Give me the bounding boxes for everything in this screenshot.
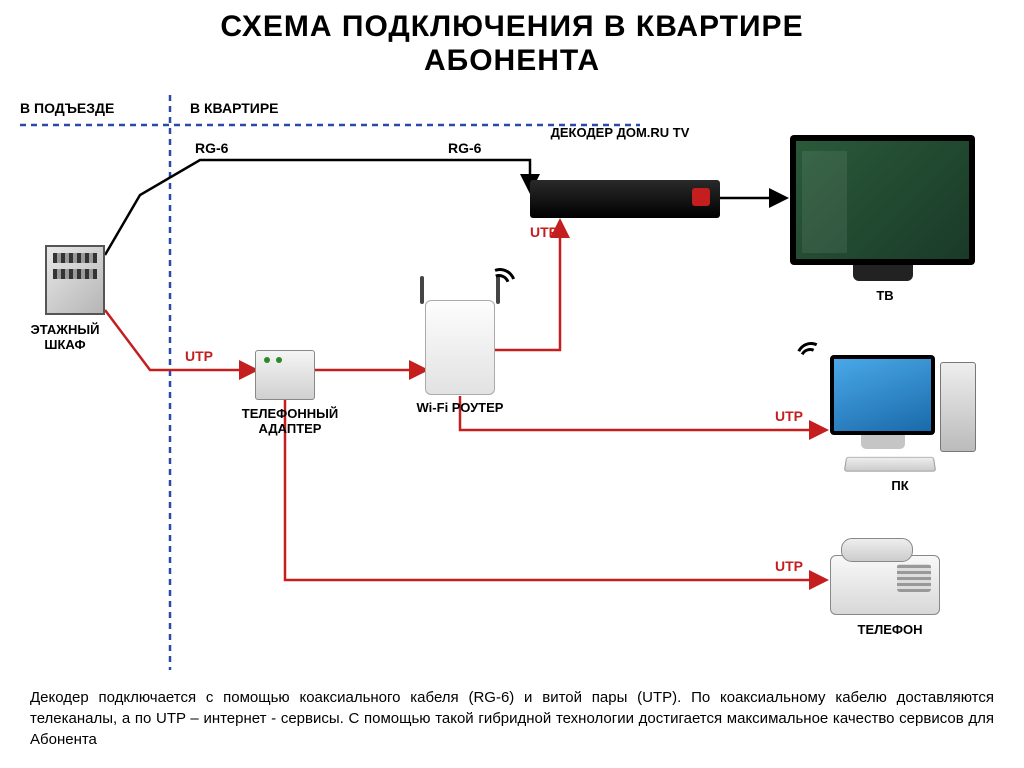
wifi-icon-router-2 <box>479 263 522 306</box>
label-pc: ПК <box>870 478 930 493</box>
title-line2: АБОНЕНТА <box>0 44 1024 78</box>
label-cabinet: ЭТАЖНЫЙ ШКАФ <box>15 322 115 352</box>
device-router <box>425 300 495 395</box>
label-phone: ТЕЛЕФОН <box>840 622 940 637</box>
device-tv <box>790 135 975 265</box>
device-adapter <box>255 350 315 400</box>
cable-label-utp-1: UTP <box>185 348 213 364</box>
cable-label-rg6-2: RG-6 <box>448 140 481 156</box>
label-router: Wi-Fi РОУТЕР <box>410 400 510 415</box>
cable-label-utp-3: UTP <box>775 408 803 424</box>
label-tv: ТВ <box>855 288 915 303</box>
zone-apartment-label: В КВАРТИРЕ <box>190 100 310 116</box>
label-decoder: ДЕКОДЕР ДОМ.RU TV <box>550 125 690 140</box>
label-adapter: ТЕЛЕФОННЫЙ АДАПТЕР <box>225 406 355 436</box>
description-text: Декодер подключается с помощью коаксиаль… <box>30 687 994 750</box>
wifi-icon-pc-2 <box>792 338 830 376</box>
cable-rg6-cabinet-decoder <box>105 160 530 255</box>
device-pc-keyboard <box>844 457 936 472</box>
device-decoder <box>530 180 720 218</box>
cable-label-rg6-1: RG-6 <box>195 140 228 156</box>
title-line1: СХЕМА ПОДКЛЮЧЕНИЯ В КВАРТИРЕ <box>0 10 1024 44</box>
cable-utp-adapter-phone <box>285 400 825 580</box>
device-pc-monitor <box>830 355 935 435</box>
cable-label-utp-4: UTP <box>775 558 803 574</box>
zone-entrance-label: В ПОДЪЕЗДЕ <box>20 100 120 116</box>
cable-label-utp-2: UTP <box>530 224 558 240</box>
device-phone <box>830 555 940 615</box>
device-cabinet <box>45 245 105 315</box>
cable-utp-cabinet-adapter <box>105 310 255 370</box>
cable-utp-router-pc <box>460 396 825 430</box>
device-pc-tower <box>940 362 976 452</box>
